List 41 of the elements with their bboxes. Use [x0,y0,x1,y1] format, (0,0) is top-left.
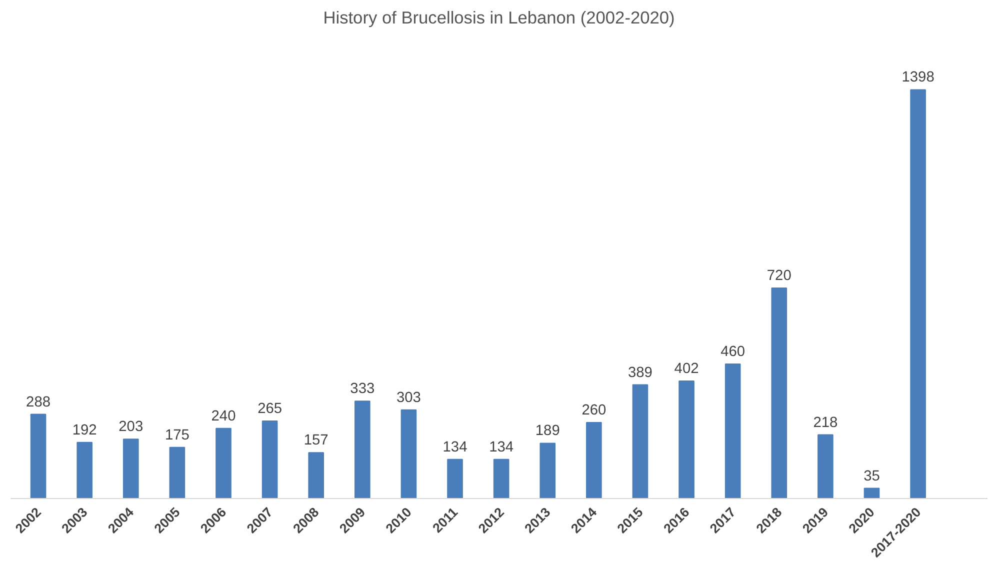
bar [632,384,648,498]
data-label: 218 [813,414,838,431]
bar [864,488,880,498]
data-label: 260 [582,402,606,418]
data-label: 203 [118,419,144,436]
bar [818,434,834,498]
bar [216,428,232,498]
bar [76,442,92,498]
bar [30,414,46,498]
bar [400,409,417,498]
data-label: 189 [535,423,560,440]
data-label: 720 [766,268,792,284]
data-label: 35 [864,468,880,484]
bar [586,422,602,498]
bar [724,363,741,498]
data-label: 175 [164,427,190,444]
data-label: 333 [350,381,375,398]
data-label: 288 [26,394,51,410]
bar [678,380,694,498]
bar [540,442,556,498]
data-label: 265 [258,401,282,418]
data-label: 134 [489,439,514,456]
data-label: 134 [442,439,468,456]
data-label: 240 [211,408,236,424]
bar [169,446,186,498]
bar [262,420,278,498]
bar [122,438,139,498]
bar [447,458,463,498]
data-label: 157 [304,432,328,449]
bar [493,458,510,498]
bar [771,287,788,498]
data-label: 192 [72,422,97,438]
data-label: 402 [674,360,699,377]
data-label: 389 [628,364,652,381]
data-label: 1398 [902,70,934,86]
data-label: 303 [396,390,421,406]
chart-title: History of Brucellosis in Lebanon (2002-2020) [323,8,675,28]
bar [910,89,926,498]
data-label: 460 [720,344,746,360]
bar [354,400,370,498]
bar [308,452,324,498]
